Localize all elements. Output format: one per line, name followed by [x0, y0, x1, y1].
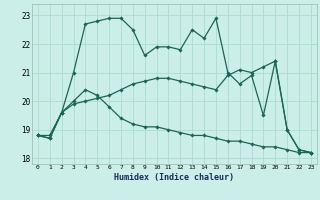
X-axis label: Humidex (Indice chaleur): Humidex (Indice chaleur) [115, 173, 234, 182]
